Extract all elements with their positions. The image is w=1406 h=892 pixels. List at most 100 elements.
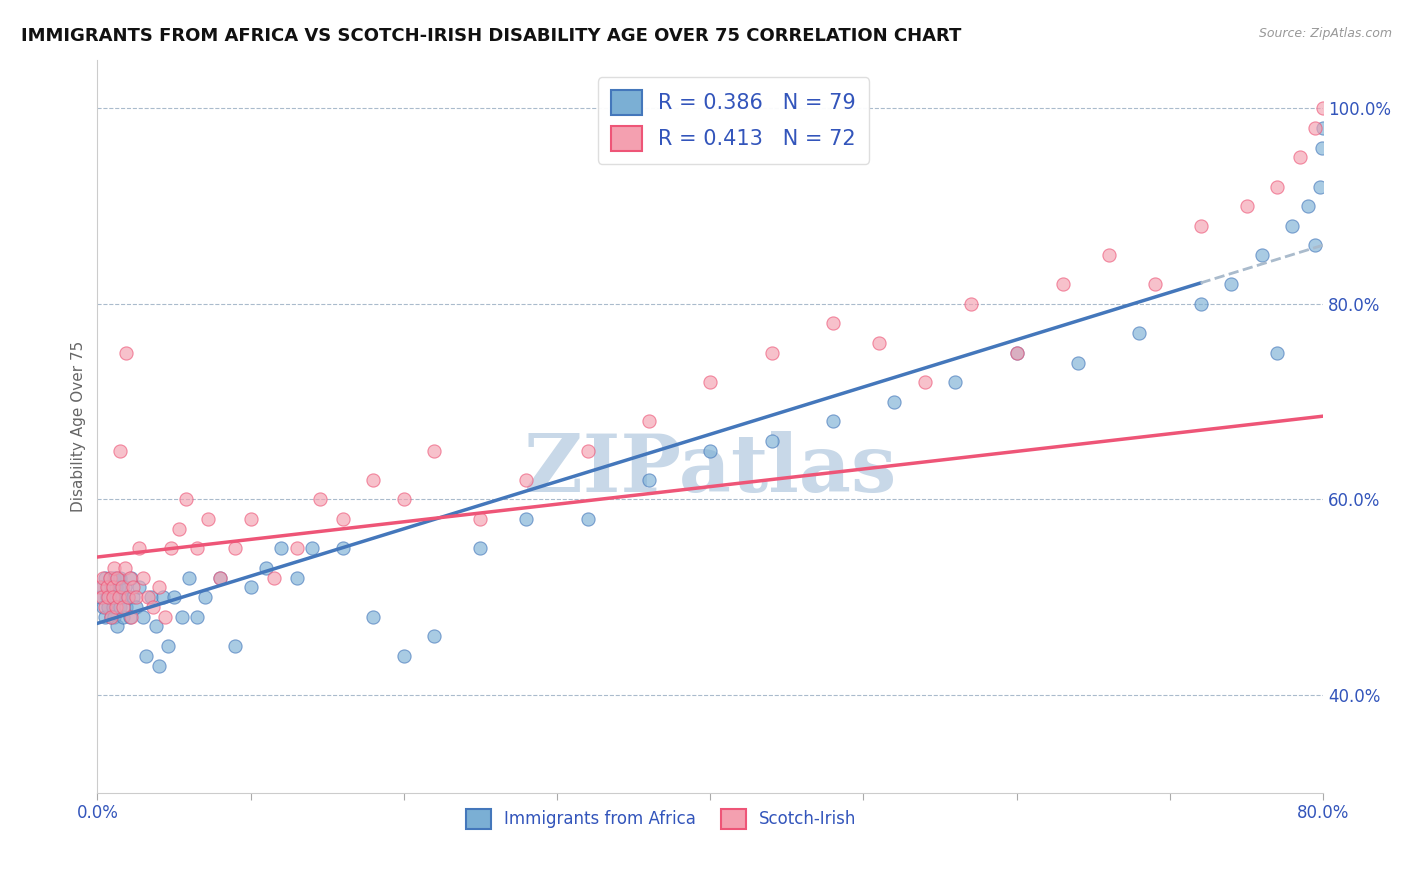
Point — [139, 590, 162, 604]
Point — [361, 609, 384, 624]
Point — [959, 297, 981, 311]
Y-axis label: Disability Age Over 75: Disability Age Over 75 — [72, 341, 86, 512]
Point — [120, 571, 142, 585]
Point — [1289, 150, 1312, 164]
Point — [208, 571, 231, 585]
Point — [100, 609, 122, 624]
Point — [1309, 179, 1331, 194]
Point — [285, 571, 308, 585]
Point — [1358, 776, 1381, 790]
Point — [98, 590, 121, 604]
Point — [1305, 238, 1327, 252]
Point — [1143, 277, 1166, 292]
Point — [105, 571, 128, 585]
Point — [197, 512, 219, 526]
Point — [392, 492, 415, 507]
Point — [117, 590, 139, 604]
Point — [1220, 277, 1243, 292]
Point — [470, 541, 492, 556]
Point — [423, 629, 446, 643]
Point — [117, 590, 139, 604]
Point — [1067, 355, 1090, 369]
Point — [761, 346, 783, 360]
Point — [1265, 346, 1288, 360]
Point — [1296, 199, 1319, 213]
Point — [104, 581, 127, 595]
Point — [361, 473, 384, 487]
Point — [179, 571, 201, 585]
Point — [332, 512, 354, 526]
Point — [163, 590, 186, 604]
Point — [186, 541, 208, 556]
Point — [1327, 737, 1350, 751]
Point — [174, 492, 197, 507]
Point — [470, 512, 492, 526]
Point — [821, 317, 844, 331]
Point — [186, 609, 208, 624]
Point — [170, 609, 193, 624]
Point — [96, 581, 118, 595]
Point — [103, 561, 125, 575]
Point — [638, 414, 661, 428]
Point — [141, 599, 163, 614]
Point — [156, 639, 179, 653]
Point — [103, 571, 125, 585]
Point — [194, 590, 217, 604]
Point — [115, 599, 138, 614]
Point — [94, 599, 117, 614]
Point — [112, 609, 135, 624]
Point — [101, 599, 124, 614]
Point — [515, 512, 537, 526]
Point — [100, 609, 122, 624]
Point — [98, 571, 121, 585]
Point — [101, 590, 124, 604]
Point — [301, 541, 323, 556]
Point — [97, 599, 120, 614]
Point — [153, 609, 176, 624]
Point — [239, 581, 262, 595]
Text: ZIPatlas: ZIPatlas — [524, 431, 897, 509]
Point — [224, 639, 246, 653]
Point — [124, 599, 146, 614]
Point — [101, 590, 124, 604]
Point — [97, 581, 120, 595]
Point — [821, 414, 844, 428]
Point — [107, 581, 129, 595]
Point — [239, 512, 262, 526]
Point — [515, 473, 537, 487]
Point — [1052, 277, 1074, 292]
Point — [148, 658, 170, 673]
Point — [111, 590, 134, 604]
Point — [576, 443, 599, 458]
Point — [254, 561, 277, 575]
Point — [128, 581, 150, 595]
Point — [1189, 297, 1212, 311]
Point — [148, 581, 170, 595]
Point — [1312, 102, 1334, 116]
Point — [699, 375, 721, 389]
Point — [121, 581, 143, 595]
Point — [114, 561, 136, 575]
Point — [112, 599, 135, 614]
Legend: Immigrants from Africa, Scotch-Irish: Immigrants from Africa, Scotch-Irish — [460, 802, 863, 836]
Point — [104, 590, 127, 604]
Point — [98, 571, 121, 585]
Point — [1005, 346, 1028, 360]
Point — [1097, 248, 1119, 262]
Point — [1305, 121, 1327, 136]
Point — [1334, 747, 1357, 761]
Point — [128, 541, 150, 556]
Point — [94, 609, 117, 624]
Point — [945, 375, 967, 389]
Point — [167, 522, 190, 536]
Point — [104, 599, 127, 614]
Point — [94, 571, 117, 585]
Point — [332, 541, 354, 556]
Point — [699, 443, 721, 458]
Point — [93, 599, 115, 614]
Point — [423, 443, 446, 458]
Point — [110, 443, 132, 458]
Point — [89, 590, 111, 604]
Point — [1281, 219, 1303, 233]
Point — [91, 590, 114, 604]
